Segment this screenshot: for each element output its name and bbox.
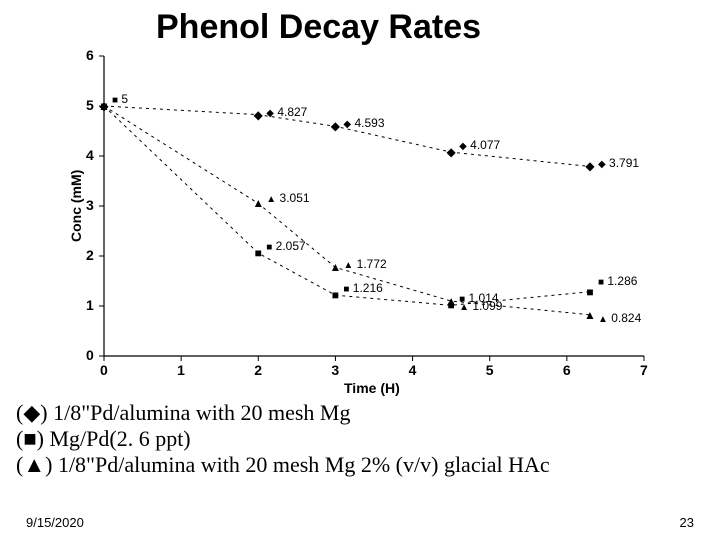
x-tick-label: 2 xyxy=(254,362,262,378)
y-tick-label: 5 xyxy=(86,97,94,113)
square-marker: ■ xyxy=(255,246,262,260)
diamond-marker: ◆ xyxy=(254,108,263,122)
legend-marker-icon: ■ xyxy=(23,426,36,451)
square-point-label: ■ 1.286 xyxy=(598,274,637,288)
slide: Phenol Decay Rates ◆◆◆ 4.827◆◆ 4.593◆◆ 4… xyxy=(0,0,720,540)
diamond-marker: ◆ xyxy=(585,159,594,173)
square-point-label: ■ 1.216 xyxy=(343,281,382,295)
legend-text: Mg/Pd(2. 6 ppt) xyxy=(49,426,190,451)
x-tick-label: 4 xyxy=(409,362,417,378)
triangle-point-label: ▲ 3.051 xyxy=(266,191,309,205)
square-point-label: ■ 5 xyxy=(112,92,128,106)
diamond-point-label: ◆ 4.593 xyxy=(343,116,384,130)
legend-marker-icon: ▲ xyxy=(23,452,45,477)
triangle-marker: ▲ xyxy=(98,99,110,113)
y-tick-label: 0 xyxy=(86,347,94,363)
legend-item: (◆) 1/8"Pd/alumina with 20 mesh Mg xyxy=(16,400,550,426)
footer-page-number: 23 xyxy=(680,515,694,530)
square-marker: ■ xyxy=(332,288,339,302)
plot-svg xyxy=(104,56,644,356)
triangle-marker: ▲ xyxy=(252,196,264,210)
triangle-point-label: ▲ 0.824 xyxy=(598,311,641,325)
y-axis-label: Conc (mM) xyxy=(68,170,84,242)
y-tick-label: 6 xyxy=(86,47,94,63)
legend-item: (▲) 1/8"Pd/alumina with 20 mesh Mg 2% (v… xyxy=(16,452,550,478)
diamond-marker: ◆ xyxy=(447,145,456,159)
triangle-point-label: ▲ 1.772 xyxy=(343,257,386,271)
plot-area: ◆◆◆ 4.827◆◆ 4.593◆◆ 4.077◆◆ 3.791■■ 5■■ … xyxy=(104,56,644,356)
y-tick-label: 3 xyxy=(86,197,94,213)
y-tick-label: 4 xyxy=(86,147,94,163)
y-tick-label: 1 xyxy=(86,297,94,313)
footer-date: 9/15/2020 xyxy=(26,515,84,530)
legend: (◆) 1/8"Pd/alumina with 20 mesh Mg(■) Mg… xyxy=(16,400,550,478)
diamond-point-label: ◆ 3.791 xyxy=(598,156,639,170)
legend-item: (■) Mg/Pd(2. 6 ppt) xyxy=(16,426,550,452)
x-tick-label: 6 xyxy=(563,362,571,378)
chart-title: Phenol Decay Rates xyxy=(156,8,481,47)
x-tick-label: 5 xyxy=(486,362,494,378)
triangle-marker: ▲ xyxy=(445,294,457,308)
diamond-marker: ◆ xyxy=(331,119,340,133)
triangle-point-label: ▲ 1.099 xyxy=(459,299,502,313)
x-tick-label: 1 xyxy=(177,362,185,378)
diamond-point-label: ◆ 4.827 xyxy=(266,105,307,119)
x-axis-label: Time (H) xyxy=(344,380,400,396)
diamond-point-label: ◆ 4.077 xyxy=(459,138,500,152)
y-tick-label: 2 xyxy=(86,247,94,263)
legend-text: 1/8"Pd/alumina with 20 mesh Mg xyxy=(53,400,350,425)
triangle-marker: ▲ xyxy=(329,260,341,274)
x-tick-label: 3 xyxy=(331,362,339,378)
square-point-label: ■ 2.057 xyxy=(266,239,305,253)
x-tick-label: 7 xyxy=(640,362,648,378)
x-tick-label: 0 xyxy=(100,362,108,378)
square-marker: ■ xyxy=(586,285,593,299)
legend-marker-icon: ◆ xyxy=(23,400,40,425)
legend-text: 1/8"Pd/alumina with 20 mesh Mg 2% (v/v) … xyxy=(58,452,550,477)
triangle-marker: ▲ xyxy=(584,308,596,322)
